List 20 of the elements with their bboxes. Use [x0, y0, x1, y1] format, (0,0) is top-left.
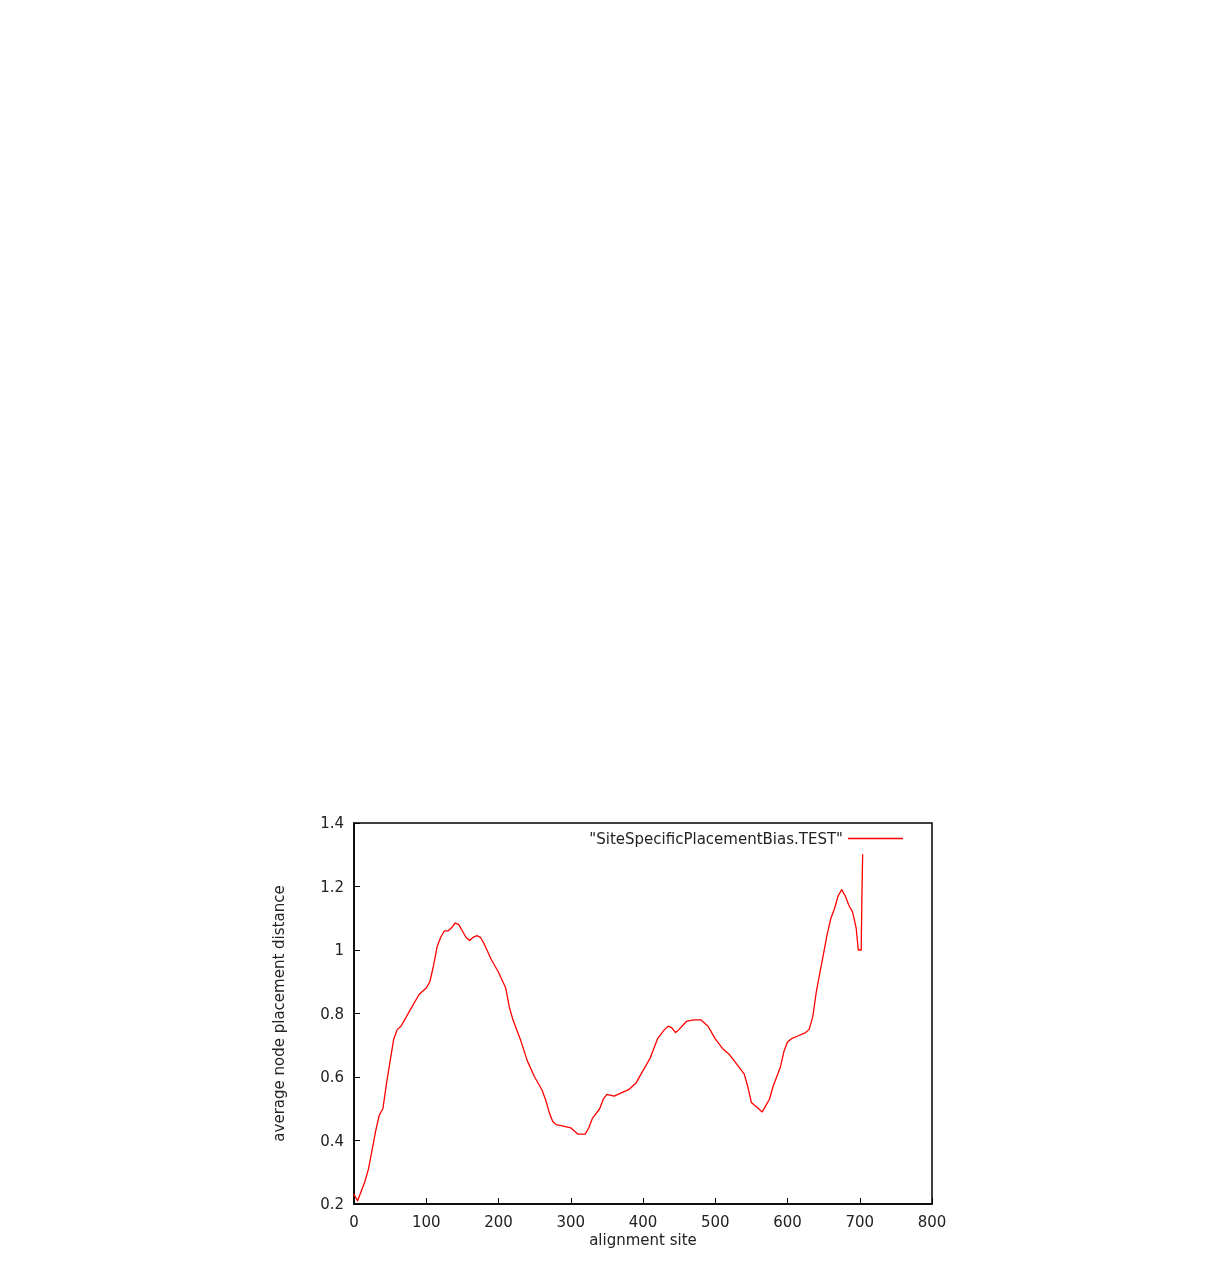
x-axis-title: alignment site [589, 1230, 697, 1249]
y-tick-label: 1.2 [320, 877, 344, 896]
y-tick-label: 0.2 [320, 1195, 344, 1213]
legend-label: "SiteSpecificPlacementBias.TEST" [589, 829, 843, 848]
x-tick-label: 800 [917, 1212, 947, 1231]
x-tick-label: 0 [349, 1212, 359, 1231]
x-tick-label: 600 [773, 1212, 802, 1231]
x-tick-label: 200 [484, 1212, 513, 1231]
x-tick-label: 500 [700, 1212, 730, 1231]
x-tick-label: 400 [628, 1212, 658, 1231]
y-tick-label: 1.4 [320, 814, 344, 832]
x-tick-label: 100 [411, 1212, 441, 1231]
y-tick-label: 0.6 [320, 1068, 344, 1086]
line-series [353, 854, 864, 1202]
y-tick-label: 0.4 [320, 1131, 344, 1150]
y-tick-label: 0.8 [320, 1004, 344, 1023]
y-tick-label: 1 [334, 941, 344, 959]
x-tick-label: 300 [556, 1212, 586, 1231]
x-tick-label: 700 [845, 1212, 875, 1231]
y-axis-title: average node placement distance [269, 885, 288, 1142]
